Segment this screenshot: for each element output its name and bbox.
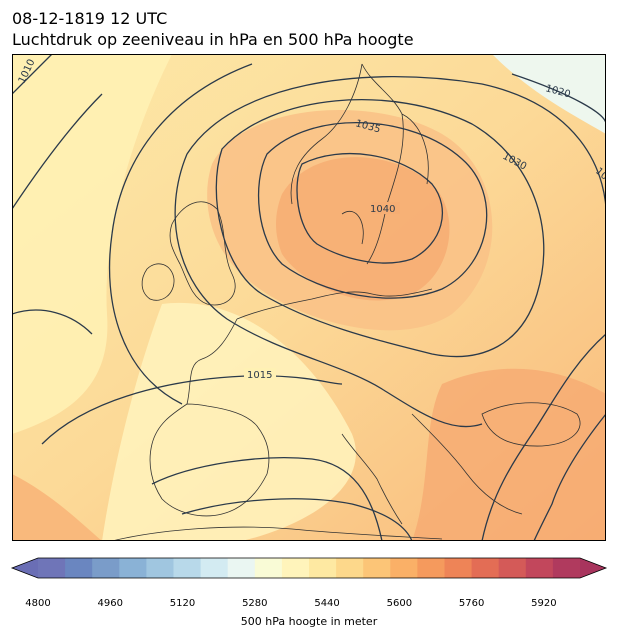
colorbar-cell <box>417 558 445 578</box>
isobar-label-1015: 1015 <box>247 370 272 381</box>
colorbar-cell <box>38 558 66 578</box>
map-frame <box>12 54 606 541</box>
colorbar-tick-label: 5600 <box>386 598 413 609</box>
coast-continent <box>186 288 433 405</box>
colorbar-cell <box>254 558 283 578</box>
colorbar-tick-label: 5920 <box>531 598 557 609</box>
map-title-description: Luchtdruk op zeeniveau in hPa en 500 hPa… <box>12 30 414 49</box>
colorbar-cell <box>390 558 418 578</box>
height-band-iberia <box>102 302 356 541</box>
colorbar-cell <box>227 558 256 578</box>
colorbar-cell <box>336 558 364 578</box>
colorbar-cell <box>65 558 93 578</box>
isobar-1015 <box>41 375 343 445</box>
isobar-1030 <box>215 99 545 358</box>
colorbar-cell <box>200 558 229 578</box>
colorbar-cell <box>552 558 581 578</box>
height-band-northeast <box>492 54 606 134</box>
colorbar-tick-label: 4960 <box>97 598 123 609</box>
coast-scandinavia <box>290 63 429 265</box>
colorbar-tick-label: 5280 <box>242 598 268 609</box>
isobar-west <box>12 309 93 335</box>
isobars <box>12 54 606 541</box>
colorbar-outline <box>10 557 608 579</box>
map-title-date: 08-12-1819 12 UTC <box>12 9 168 28</box>
isobar-1025 <box>174 76 606 428</box>
isobar-1010 <box>12 54 53 95</box>
colorbar-extend-low <box>12 558 38 578</box>
colorbar-tick-label: 5440 <box>314 598 340 609</box>
isobar-east <box>481 333 606 541</box>
coast-africa <box>111 526 443 541</box>
coast-ireland <box>141 263 175 301</box>
coastlines <box>111 63 581 541</box>
colorbar-tick-label: 4800 <box>25 598 51 609</box>
isobar-1020b <box>12 93 103 210</box>
colorbar-cell <box>146 558 174 578</box>
colorbar-label: 500 hPa hoogte in meter <box>240 615 378 628</box>
coast-italy <box>341 433 403 525</box>
colorbar-cell <box>363 558 391 578</box>
colorbar-tick-label: 5120 <box>169 598 196 609</box>
height-band-southwest <box>12 474 102 541</box>
colorbar-cell <box>281 558 310 578</box>
isobar-south-2 <box>181 498 413 541</box>
coast-balkans <box>411 413 523 515</box>
colorbar-cell <box>525 558 554 578</box>
colorbar-cell <box>92 558 120 578</box>
isobar-south-1 <box>151 457 383 541</box>
colorbar-tick-label: 5760 <box>458 598 485 609</box>
isobar-1040 <box>296 153 444 264</box>
coast-britain <box>169 201 236 306</box>
isobar-east-2 <box>533 413 606 541</box>
isobar-1035 <box>258 122 488 299</box>
weather-map: 1015 1040 1035 1030 1020 1010 10 <box>12 54 606 541</box>
colorbar-cell <box>173 558 202 578</box>
colorbar-cell <box>119 558 147 578</box>
colorbar-extend-high <box>580 558 606 578</box>
isobar-label-1040: 1040 <box>370 204 395 215</box>
height-band-southeast <box>412 368 606 541</box>
height-band-core <box>276 157 450 301</box>
coast-blacksea <box>481 402 581 447</box>
colorbar <box>10 557 608 579</box>
colorbar-cell <box>309 558 337 578</box>
isobar-1020 <box>108 63 606 405</box>
height-band-lowwest <box>12 54 172 434</box>
colorbar-cell <box>444 558 473 578</box>
colorbar-cell <box>471 558 500 578</box>
colorbar-cell <box>498 558 527 578</box>
